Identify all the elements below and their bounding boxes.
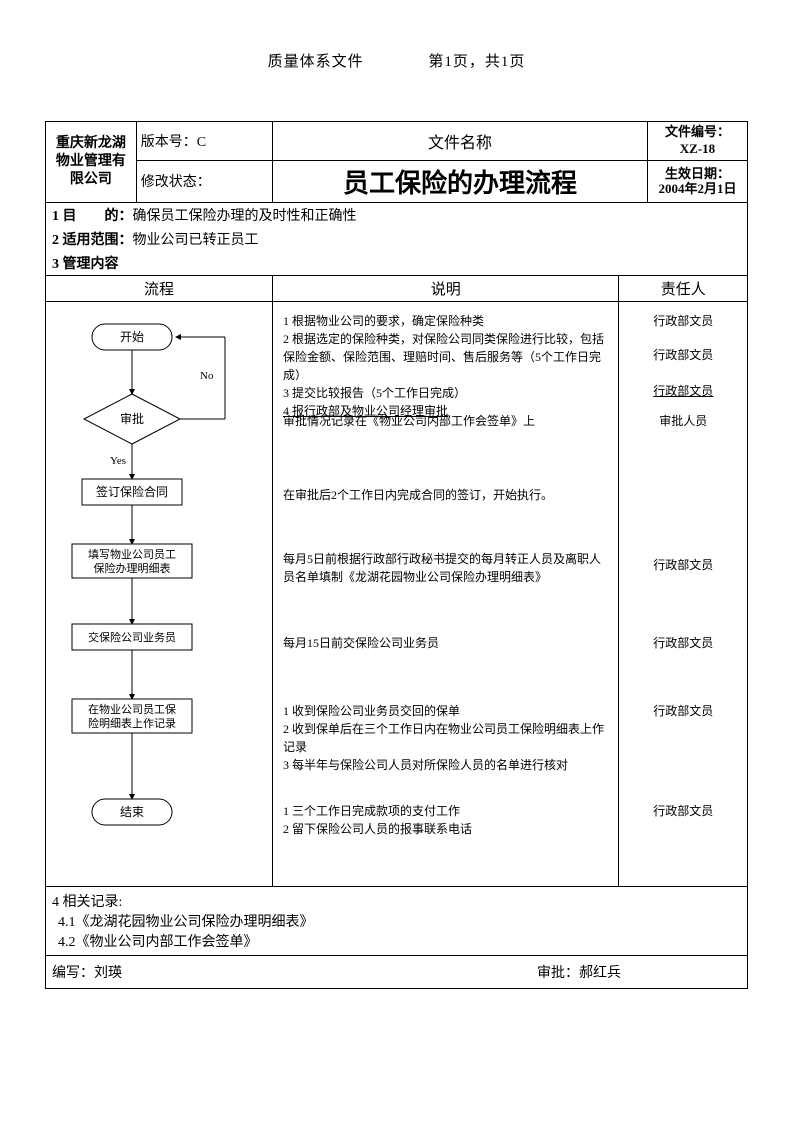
flow-sign: 签订保险合同 bbox=[96, 484, 168, 499]
header-right: 第1页，共1页 bbox=[428, 50, 525, 71]
doc-title: 员工保险的办理流程 bbox=[273, 160, 648, 202]
modify-cell: 修改状态： bbox=[136, 160, 272, 202]
resp-cell: 行政部文员 行政部文员 行政部文员 审批人员 行政部文员 行政部文员 行政部文员… bbox=[619, 301, 748, 886]
flow-fill-1: 填写物业公司员工 bbox=[88, 547, 176, 561]
flowchart-svg: 开始 审批 No Yes 签订保险合同 bbox=[50, 304, 268, 884]
section-1-label: 1 目 的： bbox=[52, 209, 133, 224]
resp-6: 行政部文员 bbox=[623, 702, 743, 720]
col-desc-header: 说明 bbox=[273, 275, 619, 301]
desc-5: 每月15日前交保险公司业务员 bbox=[277, 634, 614, 652]
flow-record-1: 在物业公司员工保 bbox=[88, 702, 176, 716]
flow-no: No bbox=[200, 370, 214, 382]
section-3-label: 3 管理内容 bbox=[52, 257, 119, 272]
effdate-value: 2004年2月1日 bbox=[658, 181, 736, 196]
docno-cell: 文件编号： XZ-18 bbox=[648, 122, 748, 161]
desc-6-2: 3 每半年与保险公司人员对所保险人员的名单进行核对 bbox=[283, 756, 608, 774]
desc-6-0: 1 收到保险公司业务员交回的保单 bbox=[283, 702, 608, 720]
effdate-label: 生效日期： bbox=[665, 166, 730, 181]
page: 质量体系文件 第1页，共1页 重庆新龙湖物业管理有限公司 版本号：C 文件名称 … bbox=[0, 0, 793, 1122]
desc-7-0: 1 三个工作日完成款项的支付工作 bbox=[283, 802, 608, 820]
records-1: 4.1《龙湖花园物业公司保险办理明细表》 bbox=[52, 911, 741, 931]
resp-1a: 行政部文员 bbox=[623, 312, 743, 330]
docno-value: XZ-18 bbox=[680, 141, 715, 156]
docno-label: 文件编号： bbox=[665, 124, 730, 139]
flow-fill-2: 保险办理明细表 bbox=[94, 561, 171, 575]
desc-2: 审批情况记录在《物业公司内部工作会签单》上 bbox=[277, 412, 614, 430]
desc-1: 1 根据物业公司的要求，确定保险种类 2 根据选定的保险种类，对保险公司同类保险… bbox=[277, 312, 614, 420]
flow-approve: 审批 bbox=[120, 411, 144, 426]
flowchart-cell: 开始 审批 No Yes 签订保险合同 bbox=[46, 301, 273, 886]
resp-1c: 行政部文员 bbox=[623, 382, 743, 400]
flow-start: 开始 bbox=[120, 330, 144, 344]
flow-submit: 交保险公司业务员 bbox=[88, 630, 176, 644]
desc-6-1: 2 收到保单后在三个工作日内在物业公司员工保险明细表上作记录 bbox=[283, 720, 608, 756]
section-2-label: 2 适用范围： bbox=[52, 233, 133, 248]
section-1: 1 目 的：确保员工保险办理的及时性和正确性 bbox=[46, 202, 748, 227]
resp-5: 行政部文员 bbox=[623, 634, 743, 652]
sign-cell: 编写：刘瑛 审批：郝红兵 bbox=[46, 955, 748, 988]
resp-7: 行政部文员 bbox=[623, 802, 743, 820]
company-cell: 重庆新龙湖物业管理有限公司 bbox=[46, 122, 137, 203]
sign-author: 编写：刘瑛 bbox=[52, 966, 122, 981]
col-resp-header: 责任人 bbox=[619, 275, 748, 301]
flow-record-2: 险明细表上作记录 bbox=[88, 716, 176, 730]
effdate-cell: 生效日期： 2004年2月1日 bbox=[648, 160, 748, 202]
resp-2: 审批人员 bbox=[623, 412, 743, 430]
doc-table: 重庆新龙湖物业管理有限公司 版本号：C 文件名称 文件编号： XZ-18 修改状… bbox=[45, 121, 748, 989]
desc-1-1: 2 根据选定的保险种类，对保险公司同类保险进行比较，包括保险金额、保险范围、理赔… bbox=[283, 330, 608, 384]
section-1-value: 确保员工保险办理的及时性和正确性 bbox=[133, 209, 357, 224]
col-flow-header: 流程 bbox=[46, 275, 273, 301]
version-cell: 版本号：C bbox=[136, 122, 272, 161]
desc-7: 1 三个工作日完成款项的支付工作 2 留下保险公司人员的报事联系电话 bbox=[277, 802, 614, 838]
resp-4: 行政部文员 bbox=[623, 556, 743, 574]
desc-3: 在审批后2个工作日内完成合同的签订，开始执行。 bbox=[277, 486, 614, 504]
page-header: 质量体系文件 第1页，共1页 bbox=[45, 50, 748, 71]
section-2-value: 物业公司已转正员工 bbox=[133, 233, 259, 248]
resp-1b: 行政部文员 bbox=[623, 346, 743, 364]
records-cell: 4 相关记录: 4.1《龙湖花园物业公司保险办理明细表》 4.2《物业公司内部工… bbox=[46, 886, 748, 955]
section-3: 3 管理内容 bbox=[46, 251, 748, 276]
desc-4: 每月5日前根据行政部行政秘书提交的每月转正人员及离职人员名单填制《龙湖花园物业公… bbox=[277, 550, 614, 586]
sign-approver: 审批：郝红兵 bbox=[537, 962, 741, 982]
desc-6: 1 收到保险公司业务员交回的保单 2 收到保单后在三个工作日内在物业公司员工保险… bbox=[277, 702, 614, 774]
flow-yes: Yes bbox=[110, 455, 126, 467]
section-2: 2 适用范围：物业公司已转正员工 bbox=[46, 227, 748, 251]
desc-cell: 1 根据物业公司的要求，确定保险种类 2 根据选定的保险种类，对保险公司同类保险… bbox=[273, 301, 619, 886]
records-title: 4 相关记录: bbox=[52, 891, 741, 911]
records-2: 4.2《物业公司内部工作会签单》 bbox=[52, 931, 741, 951]
docname-label: 文件名称 bbox=[273, 122, 648, 161]
desc-7-1: 2 留下保险公司人员的报事联系电话 bbox=[283, 820, 608, 838]
desc-1-2: 3 提交比较报告（5个工作日完成） bbox=[283, 384, 608, 402]
header-left: 质量体系文件 bbox=[268, 50, 364, 71]
desc-1-0: 1 根据物业公司的要求，确定保险种类 bbox=[283, 312, 608, 330]
flow-end: 结束 bbox=[120, 805, 144, 819]
